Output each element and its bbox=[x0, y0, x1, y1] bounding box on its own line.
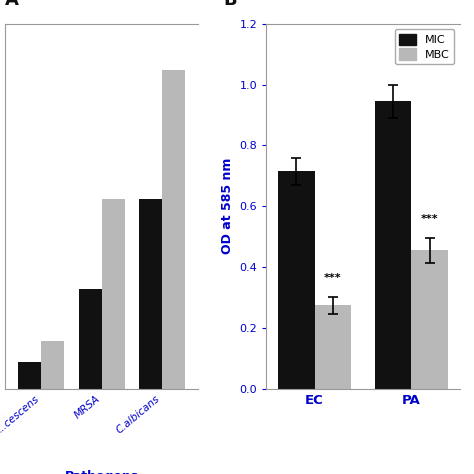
Bar bbox=[162, 70, 185, 389]
Text: B: B bbox=[224, 0, 237, 9]
Bar bbox=[41, 341, 64, 389]
Bar bbox=[101, 200, 125, 389]
Bar bbox=[374, 101, 411, 389]
Bar bbox=[411, 250, 448, 389]
Bar bbox=[139, 200, 162, 389]
Y-axis label: OD at 585 nm: OD at 585 nm bbox=[221, 158, 234, 255]
Legend: MIC, MBC: MIC, MBC bbox=[395, 29, 454, 64]
Bar bbox=[18, 362, 41, 389]
Bar bbox=[315, 305, 351, 389]
X-axis label: Pathogens: Pathogens bbox=[64, 470, 138, 474]
Text: A: A bbox=[5, 0, 18, 9]
Bar bbox=[278, 171, 315, 389]
Bar bbox=[79, 289, 101, 389]
Text: ***: *** bbox=[324, 273, 342, 283]
Text: ***: *** bbox=[421, 214, 438, 224]
